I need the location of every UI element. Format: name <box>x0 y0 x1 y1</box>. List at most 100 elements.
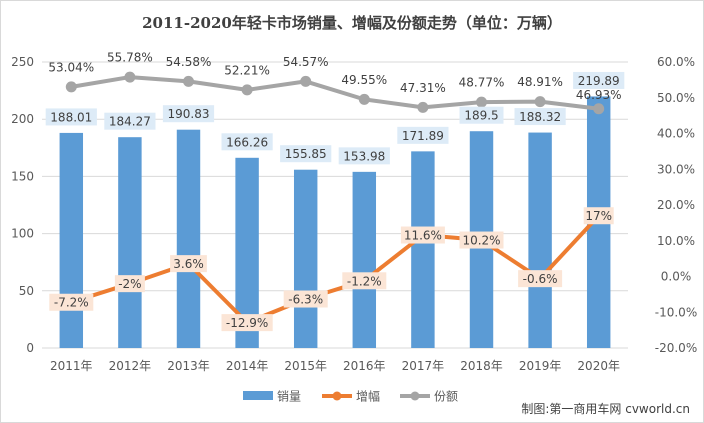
line-point <box>241 84 253 96</box>
data-labels: 188.01 184.27 190.83 166.26 155.85 153.98 171.… <box>45 51 625 332</box>
bar-value-label-bg <box>162 105 215 123</box>
bar-value-label-bg <box>104 112 156 130</box>
line-point <box>534 96 546 108</box>
x-tick-label: 2011年 <box>50 359 93 373</box>
line-point <box>124 71 136 83</box>
share-value-label: 54.58% <box>166 55 212 69</box>
bar <box>411 151 435 348</box>
growth-value-label: 17% <box>585 209 612 223</box>
share-value-label: 46.93% <box>576 88 622 102</box>
bar-value-label-bg <box>514 108 566 126</box>
growth-value-label-bg <box>283 290 328 308</box>
growth-value-label: 10.2% <box>462 234 500 248</box>
y-right-tick-label: -10.0% <box>655 305 697 319</box>
share-value-label: 48.77% <box>459 76 505 90</box>
bar <box>59 132 84 348</box>
bar-value-label: 188.32 <box>519 110 561 124</box>
bar-value-label-bg <box>573 71 625 89</box>
bar-value-label: 189.5 <box>464 109 498 123</box>
share-value-label: 47.31% <box>400 81 446 95</box>
share-value-label: 49.55% <box>341 73 387 87</box>
series-line <box>69 75 601 111</box>
growth-value-label-bg <box>518 270 563 288</box>
growth-value-label: -2% <box>118 277 141 291</box>
bar-value-label: 153.98 <box>343 149 385 163</box>
legend: 销量 增幅 份额 <box>243 389 458 404</box>
share-value-label: 48.91% <box>517 75 563 89</box>
bar-value-label: 155.85 <box>285 147 327 161</box>
share-value-label: 52.21% <box>224 63 270 77</box>
y-right-tick-label: 50.0% <box>657 91 695 105</box>
line-point <box>593 103 605 115</box>
bar-value-label: 190.83 <box>168 107 210 121</box>
growth-value-label-bg <box>49 293 94 311</box>
line-point <box>65 81 77 93</box>
bar <box>352 171 377 348</box>
y-left-tick-label: 100 <box>11 227 34 241</box>
growth-value-label-bg <box>400 226 445 244</box>
growth-value-label: -7.2% <box>54 296 89 310</box>
x-tick-label: 2014年 <box>226 359 269 373</box>
bar-value-label: 184.27 <box>109 115 151 129</box>
legend-swatch-bar <box>243 391 273 400</box>
legend-swatch-marker <box>410 391 420 401</box>
y-right-tick-label: 20.0% <box>657 198 695 212</box>
bar <box>293 169 318 348</box>
line-point <box>417 101 429 113</box>
axis-ticks: 0 50 100 150 200 250 -20.0% -10.0% 0.0% 10.0% 20.0… <box>11 55 697 373</box>
growth-value-label: 11.6% <box>404 229 442 243</box>
y-right-tick-label: 30.0% <box>657 162 695 176</box>
bar-value-label-bg <box>280 145 332 163</box>
bar <box>528 132 552 348</box>
bar-value-label-bg <box>221 133 273 151</box>
y-left-tick-label: 200 <box>11 112 34 126</box>
y-left-tick-label: 150 <box>11 169 34 183</box>
growth-value-label-bg <box>221 314 273 332</box>
growth-value-label-bg <box>170 255 207 273</box>
bar-value-label: 166.26 <box>226 135 268 149</box>
x-tick-label: 2012年 <box>109 359 152 373</box>
y-right-tick-label: 40.0% <box>657 127 695 141</box>
share-value-label: 53.04% <box>48 60 94 74</box>
x-tick-label: 2013年 <box>167 359 210 373</box>
y-left-tick-label: 0 <box>26 341 34 355</box>
line-point <box>476 96 487 108</box>
legend-label: 增幅 <box>356 389 380 404</box>
bar <box>118 137 142 348</box>
line-point <box>183 75 194 87</box>
credit-text: 制图:第一商用车网 cvworld.cn <box>521 401 690 416</box>
bar <box>235 157 259 348</box>
x-tick-label: 2016年 <box>343 359 386 373</box>
legend-label: 份额 <box>434 390 458 404</box>
line-point <box>300 75 312 87</box>
x-tick-label: 2015年 <box>284 359 327 373</box>
bar-value-label: 171.89 <box>402 129 444 143</box>
growth-value-label-bg <box>583 207 614 225</box>
line-point <box>358 93 370 105</box>
bar-value-label: 188.01 <box>50 110 92 124</box>
chart-title: 2011-2020年轻卡市场销量、增幅及份额走势（单位：万辆） <box>142 14 562 32</box>
growth-value-label-bg <box>114 275 145 293</box>
y-right-tick-label: 10.0% <box>657 234 695 248</box>
bar-value-label-bg <box>397 126 449 144</box>
y-right-tick-label: 0.0% <box>661 270 692 284</box>
share-value-label: 55.78% <box>107 51 153 65</box>
x-tick-label: 2020年 <box>577 359 620 373</box>
legend-swatch-marker <box>332 391 342 401</box>
y-left-tick-label: 250 <box>11 55 34 69</box>
y-right-tick-label: 60.0% <box>657 55 695 69</box>
series-line <box>69 213 601 325</box>
y-left-tick-label: 50 <box>19 284 34 298</box>
share-value-label: 54.57% <box>283 55 329 69</box>
growth-value-label-bg <box>342 272 387 290</box>
growth-value-label: -12.9% <box>226 316 268 330</box>
bar <box>176 129 201 348</box>
bar-value-label-bg <box>45 108 97 126</box>
x-tick-label: 2018年 <box>460 359 503 373</box>
bar-value-label-bg <box>338 147 390 165</box>
x-tick-label: 2019年 <box>519 359 562 373</box>
growth-value-label: 3.6% <box>173 257 204 271</box>
x-tick-label: 2017年 <box>402 359 445 373</box>
